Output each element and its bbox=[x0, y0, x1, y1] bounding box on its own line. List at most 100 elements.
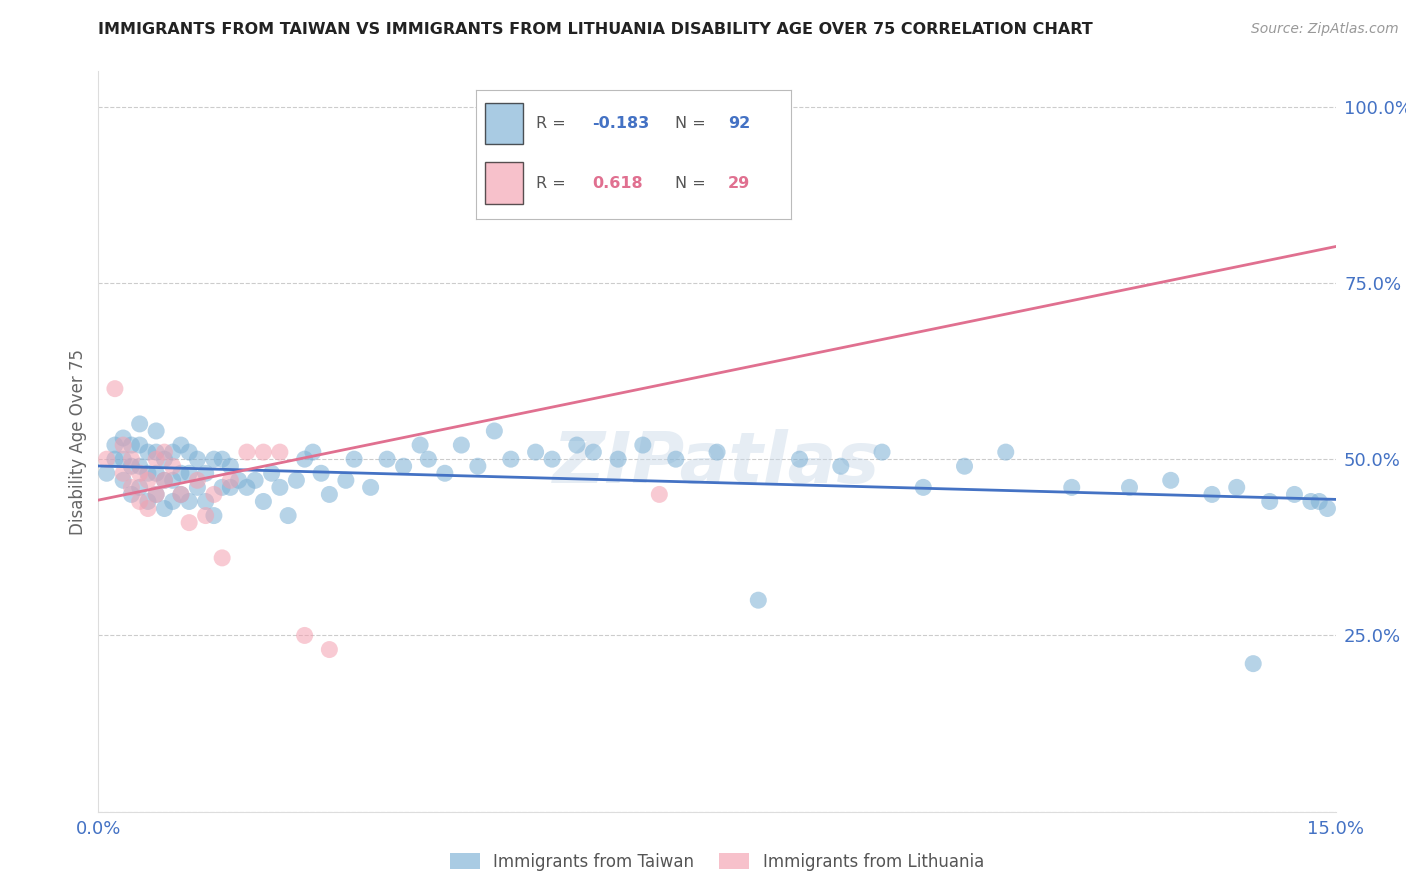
Point bbox=[1284, 487, 1306, 501]
Point bbox=[153, 473, 176, 487]
Point bbox=[96, 452, 118, 467]
Point bbox=[136, 445, 159, 459]
Point bbox=[294, 452, 316, 467]
Point bbox=[418, 452, 440, 467]
Point bbox=[294, 628, 316, 642]
Point bbox=[153, 501, 176, 516]
Point bbox=[309, 467, 332, 481]
Point bbox=[179, 494, 201, 508]
Point bbox=[450, 438, 472, 452]
Point bbox=[607, 452, 630, 467]
Point bbox=[104, 438, 127, 452]
Point bbox=[128, 417, 150, 431]
Point bbox=[145, 445, 167, 459]
Point bbox=[162, 494, 184, 508]
Point bbox=[120, 452, 142, 467]
Point bbox=[706, 445, 728, 459]
Point bbox=[128, 480, 150, 494]
Point bbox=[467, 459, 489, 474]
Point bbox=[228, 473, 250, 487]
Point bbox=[104, 382, 127, 396]
Point bbox=[145, 487, 167, 501]
Point bbox=[112, 473, 135, 487]
Point bbox=[375, 452, 398, 467]
Point bbox=[112, 438, 135, 452]
Point bbox=[269, 480, 291, 494]
Point bbox=[1060, 480, 1083, 494]
Point bbox=[179, 467, 201, 481]
Point bbox=[484, 424, 506, 438]
Point bbox=[830, 459, 852, 474]
Point bbox=[211, 550, 233, 565]
Point bbox=[153, 473, 176, 487]
Point bbox=[202, 508, 225, 523]
Point bbox=[252, 494, 274, 508]
Point bbox=[318, 487, 340, 501]
Legend: Immigrants from Taiwan, Immigrants from Lithuania: Immigrants from Taiwan, Immigrants from … bbox=[443, 847, 991, 878]
Point bbox=[136, 473, 159, 487]
Point bbox=[128, 459, 150, 474]
Point bbox=[112, 467, 135, 481]
Point bbox=[392, 459, 415, 474]
Point bbox=[236, 480, 259, 494]
Point bbox=[648, 487, 671, 501]
Point bbox=[120, 438, 142, 452]
Point bbox=[1299, 494, 1322, 508]
Point bbox=[128, 494, 150, 508]
Point bbox=[219, 473, 242, 487]
Point bbox=[870, 445, 893, 459]
Point bbox=[912, 480, 935, 494]
Point bbox=[524, 445, 547, 459]
Point bbox=[136, 467, 159, 481]
Point bbox=[211, 480, 233, 494]
Point bbox=[170, 487, 193, 501]
Y-axis label: Disability Age Over 75: Disability Age Over 75 bbox=[69, 349, 87, 534]
Point bbox=[186, 452, 208, 467]
Point bbox=[219, 480, 242, 494]
Text: ZIPatlas: ZIPatlas bbox=[554, 429, 880, 499]
Point bbox=[1201, 487, 1223, 501]
Point bbox=[953, 459, 976, 474]
Point bbox=[170, 467, 193, 481]
Point bbox=[186, 473, 208, 487]
Point bbox=[104, 452, 127, 467]
Point bbox=[1160, 473, 1182, 487]
Point bbox=[186, 480, 208, 494]
Point bbox=[665, 452, 688, 467]
Point bbox=[112, 452, 135, 467]
Text: Source: ZipAtlas.com: Source: ZipAtlas.com bbox=[1251, 22, 1399, 37]
Point bbox=[433, 467, 456, 481]
Point bbox=[194, 508, 217, 523]
Point bbox=[1316, 501, 1339, 516]
Point bbox=[409, 438, 432, 452]
Point bbox=[145, 467, 167, 481]
Point bbox=[1118, 480, 1140, 494]
Point bbox=[170, 487, 193, 501]
Point bbox=[120, 487, 142, 501]
Point bbox=[269, 445, 291, 459]
Point bbox=[145, 487, 167, 501]
Point bbox=[1241, 657, 1264, 671]
Point bbox=[1258, 494, 1281, 508]
Point bbox=[236, 445, 259, 459]
Point bbox=[582, 93, 605, 107]
Point bbox=[145, 424, 167, 438]
Point bbox=[179, 445, 201, 459]
Text: IMMIGRANTS FROM TAIWAN VS IMMIGRANTS FROM LITHUANIA DISABILITY AGE OVER 75 CORRE: IMMIGRANTS FROM TAIWAN VS IMMIGRANTS FRO… bbox=[98, 22, 1094, 37]
Point bbox=[499, 452, 522, 467]
Point bbox=[260, 467, 283, 481]
Point bbox=[1308, 494, 1330, 508]
Point bbox=[994, 445, 1017, 459]
Point bbox=[219, 459, 242, 474]
Point bbox=[194, 467, 217, 481]
Point bbox=[302, 445, 325, 459]
Point bbox=[360, 480, 382, 494]
Point bbox=[120, 480, 142, 494]
Point bbox=[631, 438, 654, 452]
Point bbox=[335, 473, 357, 487]
Point bbox=[211, 452, 233, 467]
Point bbox=[202, 487, 225, 501]
Point bbox=[243, 473, 266, 487]
Point bbox=[128, 467, 150, 481]
Point bbox=[285, 473, 308, 487]
